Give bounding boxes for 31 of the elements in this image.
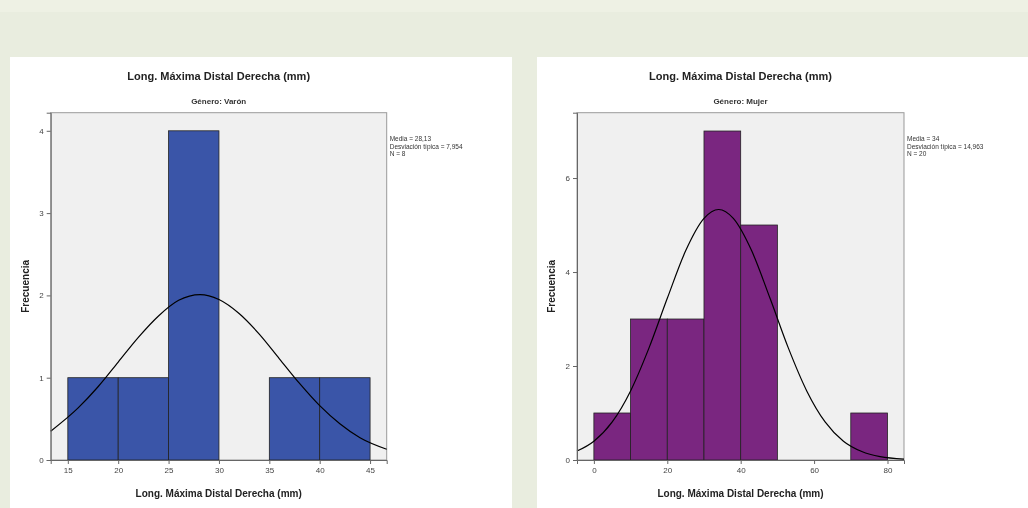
y-tick-label: 4 <box>39 126 45 136</box>
chart-subtitle: Género: Mujer <box>713 97 768 106</box>
line-series <box>50 293 388 450</box>
y-tick-label: 6 <box>565 174 571 184</box>
x-axis-title: Long. Máxima Distal Derecha (mm) <box>657 488 824 499</box>
x-tick-label: 25 <box>164 465 175 475</box>
x-tick-label: 45 <box>366 465 376 475</box>
y-tick-label: 4 <box>565 268 571 278</box>
y-axis-title: Frecuencia <box>19 259 31 313</box>
chart-title: Long. Máxima Distal Derecha (mm) <box>127 70 311 82</box>
y-tick-label: 0 <box>565 456 571 466</box>
chart-subtitle: Género: Varón <box>191 97 247 106</box>
x-axis-title: Long. Máxima Distal Derecha (mm) <box>135 488 302 499</box>
y-tick-label: 3 <box>39 209 45 219</box>
y-tick-label: 2 <box>39 291 45 301</box>
y-tick-label: 1 <box>39 373 45 383</box>
x-tick-label: 15 <box>63 465 74 475</box>
y-axis-title: Frecuencia <box>546 259 557 313</box>
x-tick-label: 40 <box>315 465 326 475</box>
y-tick-label: 2 <box>565 362 571 372</box>
line-series <box>576 208 905 460</box>
x-tick-label: 40 <box>736 465 747 475</box>
x-tick-label: 60 <box>810 465 820 475</box>
x-tick-label: 80 <box>883 465 893 475</box>
x-tick-label: 30 <box>215 465 225 475</box>
x-tick-label: 20 <box>114 465 124 475</box>
x-tick-label: 35 <box>265 465 275 475</box>
x-tick-label: 0 <box>592 465 598 475</box>
x-tick-label: 20 <box>663 465 673 475</box>
y-tick-label: 0 <box>39 456 45 466</box>
chart-title: Long. Máxima Distal Derecha (mm) <box>649 70 833 82</box>
